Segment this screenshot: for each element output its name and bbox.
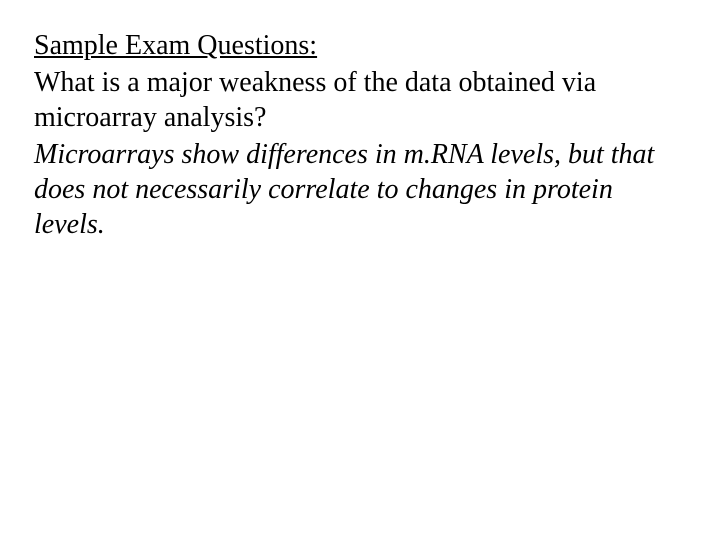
question-text: What is a major weakness of the data obt…	[34, 65, 686, 135]
section-heading: Sample Exam Questions:	[34, 28, 686, 63]
document-page: Sample Exam Questions: What is a major w…	[0, 0, 720, 242]
answer-text: Microarrays show differences in m.RNA le…	[34, 137, 686, 242]
